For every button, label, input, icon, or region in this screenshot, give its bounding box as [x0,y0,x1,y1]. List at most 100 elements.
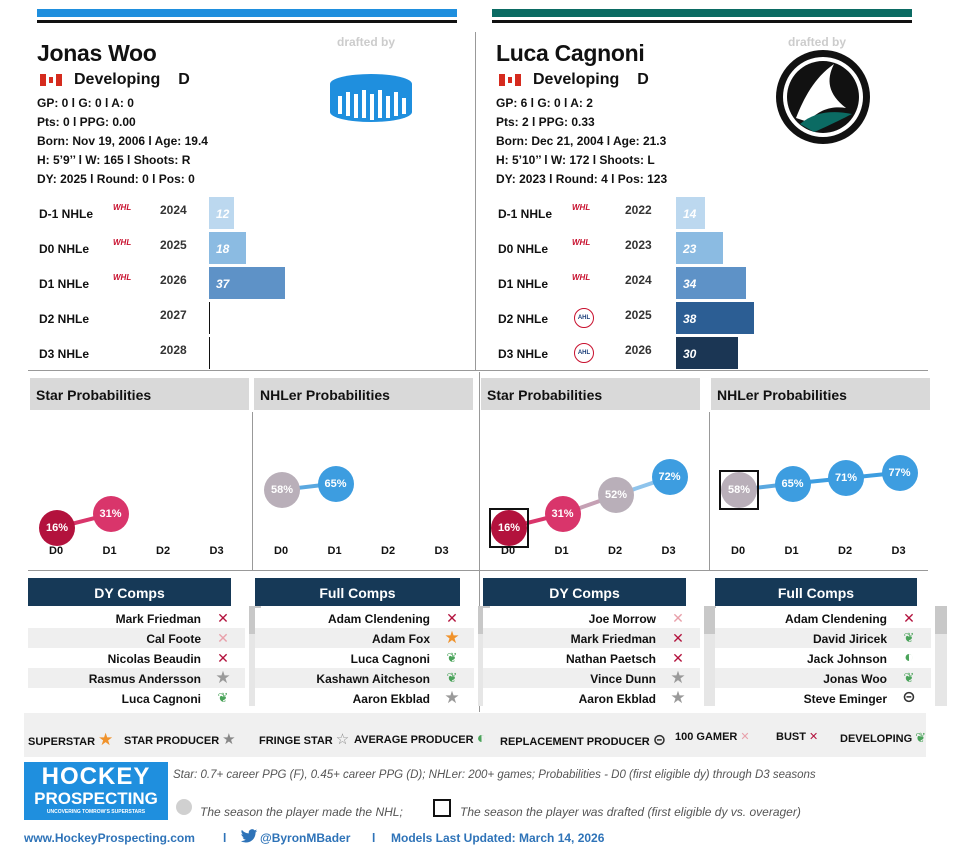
player1-dy_comps-row-4[interactable]: Luca Cagnoni ❦ [28,688,245,708]
player2-draft: DY: 2023 l Round: 4 l Pos: 123 [496,172,668,186]
player2-stats-line2: Pts: 2 l PPG: 0.33 [496,115,595,129]
player2-full_comps-row-1[interactable]: David Jiricek ❦ [715,628,931,648]
player2-nhle-value-2: 34 [683,277,697,291]
bust-icon: ✕ [217,610,229,626]
developing-icon: ❦ [217,690,229,705]
player1-star_probs-axis-1: D1 [102,545,117,557]
twitter-bird-icon [240,829,258,843]
footer-website[interactable]: www.HockeyProspecting.com [24,831,195,845]
player1-star_probs-dot-1: 31% [92,496,129,533]
player2-name: Luca Cagnoni [496,40,645,66]
player1-full_comps-row-2[interactable]: Luca Cagnoni ❦ [255,648,474,668]
player2-star_probs-dot-3: 72% [651,459,688,496]
player2-born: Born: Dec 21, 2004 l Age: 21.3 [496,134,667,148]
player1-full_comps-name-2: Luca Cagnoni [350,652,430,666]
panel-divider-1 [252,412,253,570]
player2-dy_comps-row-2[interactable]: Nathan Paetsch ✕ [483,648,700,668]
player2-physical: H: 5’10’’ l W: 172 l Shoots: L [496,153,655,167]
player2-full_comps-name-3: Jonas Woo [823,672,887,686]
player2-dy_comps-row-1[interactable]: Mark Friedman ✕ [483,628,700,648]
player1-full_comps-row-1[interactable]: Adam Fox ★ [255,628,474,648]
footer-separator-1: l [223,831,227,845]
canada-flag-icon [499,73,521,86]
player2-nhler_probs-drafted-square [719,469,759,510]
player2-stats-line1: GP: 6 l G: 0 l A: 2 [496,96,593,110]
player2-nhler_probs-dot-2: 71% [828,460,864,497]
logo-line1: HOCKEY [41,763,151,790]
player2-whl-logo-icon-0: WHL [572,203,591,212]
player2-star-prob-header: Star Probabilities [481,378,700,410]
legend-label-1: STAR PRODUCER [124,735,220,747]
player1-dy_comps-row-2[interactable]: Nicolas Beaudin ✕ [28,648,245,668]
player2-color-bar [492,9,912,17]
player2-full_comps-row-2[interactable]: Jack Johnson ◐ [715,648,931,668]
player1-full_comps-row-4[interactable]: Aaron Ekblad ★ [255,688,474,708]
player2-dy_comps-row-3[interactable]: Vince Dunn ★ [483,668,700,688]
player2-dy_comps-name-0: Joe Morrow [588,612,656,626]
player1-nhle-year-3: 2027 [160,308,187,322]
player2-nhler_probs-dot-1: 65% [774,465,811,502]
player1-star_probs-axis-3: D3 [209,545,224,557]
player2-full_comps-name-4: Steve Eminger [803,692,887,706]
player2-nhle-value-1: 23 [683,242,697,256]
player1-nhle-year-4: 2028 [160,343,187,357]
player2-full_comps-header: Full Comps [715,578,917,606]
player1-whl-logo-icon-1: WHL [113,238,132,247]
legend-item-replacement: REPLACEMENT PRODUCER ⊝ [500,730,666,750]
player1-stats-line2: Pts: 0 l PPG: 0.00 [37,115,136,129]
fringe-icon: ★ [215,668,231,687]
player2-full_comps-row-4[interactable]: Steve Eminger ⊝ [715,688,931,708]
player1-nhle-empty-bar-3 [209,302,210,334]
player1-nhle-value-1: 18 [216,242,230,256]
player1-full_comps-row-0[interactable]: Adam Clendening ✕ [255,608,474,628]
replacement-icon: ⊝ [652,732,667,749]
player1-dy_comps-row-0[interactable]: Mark Friedman ✕ [28,608,245,628]
footer-twitter[interactable]: @ByronMBader [260,831,351,845]
bust-icon: ✕ [672,650,684,666]
player2-star_probs-axis-2: D2 [608,545,623,557]
player1-nhler-prob-header: NHLer Probabilities [254,378,473,410]
player2-nhle-year-2: 2024 [625,273,652,287]
player2-nhle-bar-1 [676,232,724,264]
section-divider-mid [28,570,928,571]
legend-item-bust: BUST ✕ [776,730,818,743]
player1-dy_comps-name-3: Rasmus Andersson [88,672,201,686]
developing-icon: ❦ [903,670,915,685]
player2-full_comps-row-0[interactable]: Adam Clendening ✕ [715,608,931,628]
player1-dy_comps-name-0: Mark Friedman [115,612,201,626]
drafted-note: The season the player was drafted (first… [460,805,801,819]
player1-whl-logo-icon-2: WHL [113,273,132,282]
panel-divider-2 [479,372,480,712]
player2-full_comps-scroll-thumb[interactable] [935,606,947,634]
player2-dy_comps-row-4[interactable]: Aaron Ekblad ★ [483,688,700,708]
player2-full_comps-row-3[interactable]: Jonas Woo ❦ [715,668,931,688]
player1-star_probs-dot-0: 16% [39,509,75,546]
player1-dy_comps-row-3[interactable]: Rasmus Andersson ★ [28,668,245,688]
player1-status: Developing D [40,71,190,89]
player2-star_probs-drafted-square [489,507,529,548]
player2-nhle-year-4: 2026 [625,343,652,357]
fringe-icon: ★ [670,668,686,687]
player1-dy_comps-row-1[interactable]: Cal Foote ✕ [28,628,245,648]
player1-dy_comps-name-4: Luca Cagnoni [121,692,201,706]
player1-nhle-label-3: D2 NHLe [39,312,90,326]
player1-nhle-year-0: 2024 [160,203,187,217]
player2-star_probs-dot-1: 31% [544,496,581,533]
bust-icon: ✕ [672,630,684,646]
player1-full_comps-row-3[interactable]: Kashawn Aitcheson ❦ [255,668,474,688]
player1-nhle-label-2: D1 NHLe [39,277,90,291]
legend-label-4: REPLACEMENT PRODUCER [500,736,650,748]
legend-item-star-producer: STAR PRODUCER ★ [124,730,236,748]
player2-dy_comps-scroll-thumb[interactable] [704,606,716,634]
legend-item-100gamer: 100 GAMER ✕ [675,730,750,743]
player1-nhle-bar-2 [209,267,286,299]
player2-dy_comps-row-0[interactable]: Joe Morrow ✕ [483,608,700,628]
player1-nhle-value-2: 37 [216,277,230,291]
player2-ahl-logo-icon-4: AHL [574,343,594,363]
player1-full_comps-name-0: Adam Clendening [327,612,430,626]
player2-whl-logo-icon-2: WHL [572,273,591,282]
footer-updated: Models Last Updated: March 14, 2026 [391,831,605,845]
player2-nhler_probs-dot-3: 77% [881,454,918,491]
player1-star_probs-axis-2: D2 [156,545,171,557]
player2-nhle-bar-2 [676,267,747,299]
